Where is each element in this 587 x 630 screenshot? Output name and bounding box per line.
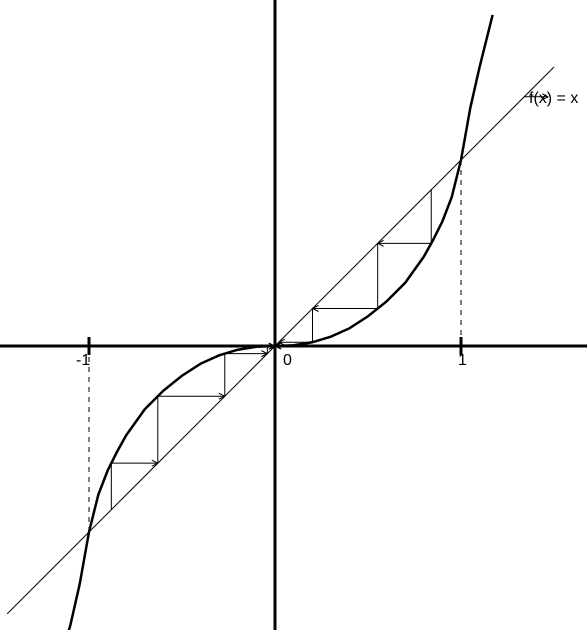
function-label: f(x) = x <box>529 90 578 108</box>
axis-tick-label-pos1: 1 <box>458 352 467 370</box>
axis-tick-label-neg1: -1 <box>76 352 90 370</box>
axis-origin-label: 0 <box>283 352 292 370</box>
